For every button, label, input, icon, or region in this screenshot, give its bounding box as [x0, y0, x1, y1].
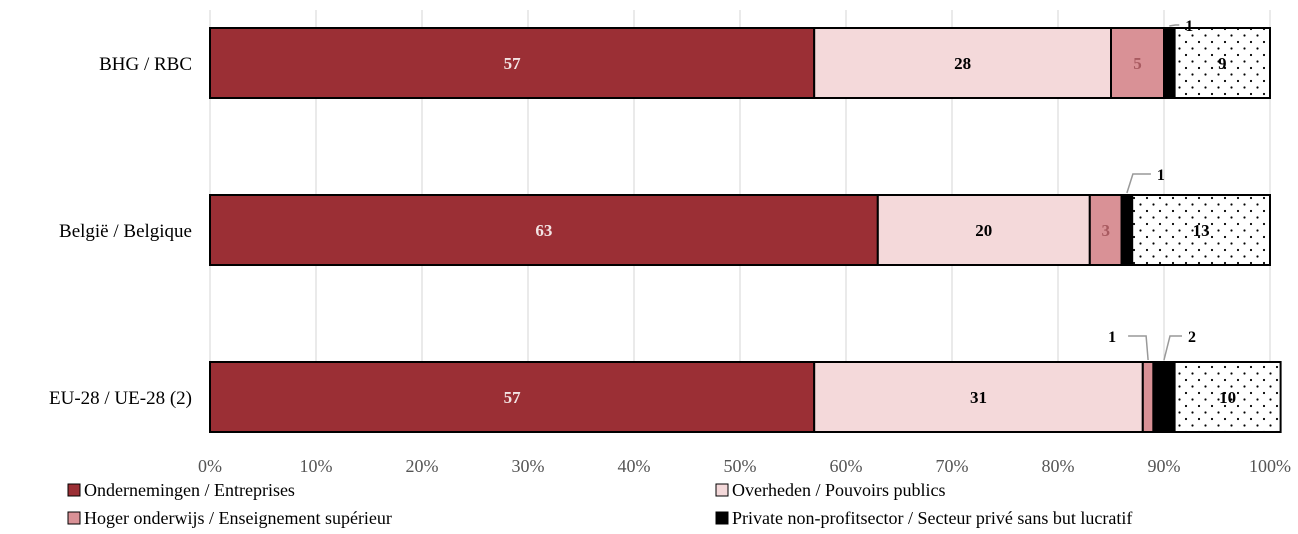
bars [209, 27, 1282, 433]
x-tick-label: 70% [936, 456, 969, 476]
data-label: 1 [1108, 329, 1116, 346]
category-label: België / Belgique [59, 221, 192, 242]
data-label: 20 [975, 221, 992, 240]
data-label: 31 [970, 388, 987, 407]
data-label: 3 [1101, 221, 1110, 240]
legend-swatch [715, 483, 729, 497]
data-label: 1 [1185, 18, 1193, 35]
bar-segment [1088, 194, 1123, 266]
x-tick-label: 80% [1042, 456, 1075, 476]
callout-leader [1128, 335, 1149, 361]
x-tick-label: 90% [1148, 456, 1181, 476]
x-tick-label: 30% [512, 456, 545, 476]
data-label: 1 [1157, 167, 1165, 184]
bar-segment [813, 361, 1144, 433]
bar-segment [1120, 194, 1134, 266]
x-tick-label: 50% [724, 456, 757, 476]
data-label: 57 [504, 54, 522, 73]
category-label: EU-28 / UE-28 (2) [49, 388, 192, 409]
bar-segment [209, 361, 816, 433]
bar-segment [209, 27, 816, 99]
legend-swatch [715, 511, 729, 525]
data-label: 9 [1218, 54, 1227, 73]
x-tick-label: 20% [406, 456, 439, 476]
legend-swatch [67, 483, 81, 497]
x-tick-label: 0% [198, 456, 222, 476]
category-label: BHG / RBC [99, 54, 192, 75]
x-axis: 0% 10% 20% 30% 40% 50% 60% 70% 80% 90% 100% [198, 456, 1291, 476]
bar-segment [1163, 27, 1176, 99]
bar-segment [876, 194, 1091, 266]
data-label: 13 [1193, 221, 1210, 240]
bar-segment [1131, 194, 1271, 266]
y-axis-categories: BHG / RBC België / Belgique EU-28 / UE-28 … [49, 54, 192, 409]
bar-segment [1173, 361, 1282, 433]
legend-swatch [67, 511, 81, 525]
legend: Ondernemingen / Entreprises Overheden / P… [67, 480, 1132, 528]
x-tick-label: 40% [618, 456, 651, 476]
data-label: 28 [954, 54, 971, 73]
bar-segment [1152, 361, 1176, 433]
data-label: 10 [1219, 388, 1236, 407]
data-label: 2 [1188, 329, 1196, 346]
data-label: 5 [1133, 54, 1142, 73]
legend-label: Overheden / Pouvoirs publics [732, 480, 945, 500]
data-label: 57 [504, 388, 522, 407]
callout-leader [1163, 335, 1182, 361]
callout-leader [1126, 173, 1151, 194]
legend-label: Hoger onderwijs / Enseignement supérieur [84, 508, 392, 528]
data-label: 63 [535, 221, 552, 240]
x-tick-label: 10% [300, 456, 333, 476]
callout-leader [1169, 24, 1180, 27]
x-tick-label: 100% [1249, 456, 1291, 476]
bar-segment [209, 194, 879, 266]
x-tick-label: 60% [830, 456, 863, 476]
legend-label: Ondernemingen / Entreprises [84, 480, 295, 500]
bar-segment [1173, 27, 1271, 99]
legend-label: Private non-profitsector / Secteur privé… [732, 508, 1132, 528]
bar-segment [813, 27, 1112, 99]
bar-segment [1141, 361, 1155, 433]
